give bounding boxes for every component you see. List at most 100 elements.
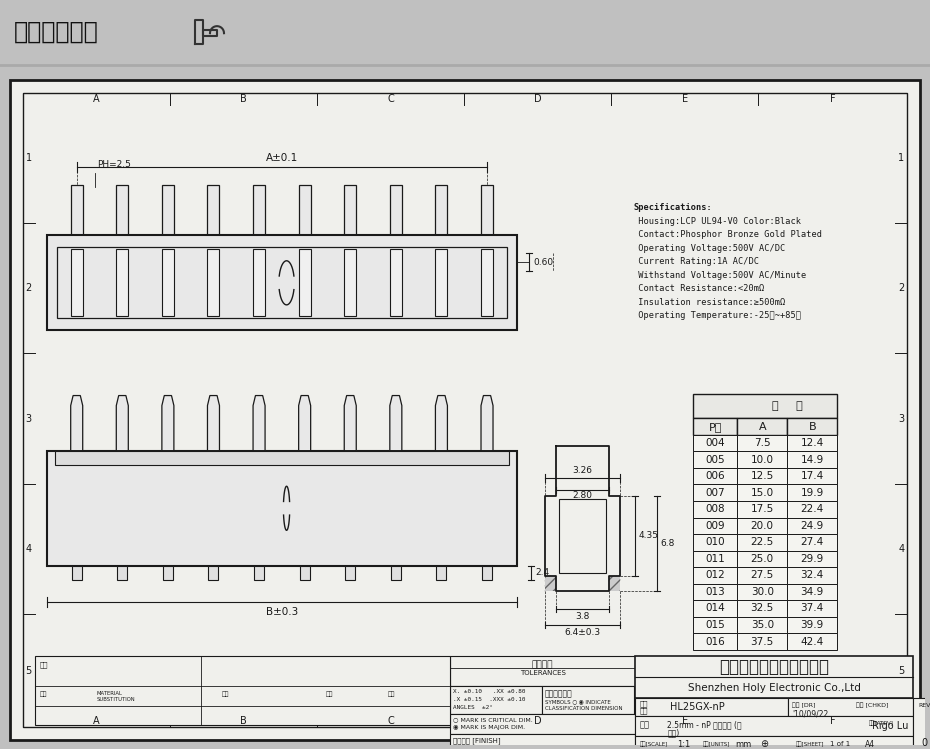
Text: X. ±0.10   .XX ±0.80: X. ±0.10 .XX ±0.80 (453, 689, 525, 694)
Bar (737, 452, 787, 468)
Text: A: A (758, 422, 766, 431)
Bar (435, 185, 447, 235)
Text: Specifications:: Specifications: (633, 203, 711, 212)
Bar (450, 686, 542, 715)
Bar (635, 698, 788, 716)
Bar (390, 249, 402, 316)
Text: B: B (240, 716, 246, 727)
Text: 日期: 日期 (388, 691, 395, 697)
Text: 5: 5 (25, 666, 32, 676)
Bar (207, 185, 219, 235)
Text: 32.5: 32.5 (751, 604, 774, 613)
Text: 27.4: 27.4 (801, 537, 824, 548)
Bar (737, 633, 787, 650)
Text: 4: 4 (898, 544, 904, 554)
Text: 015: 015 (705, 620, 725, 630)
Bar (737, 501, 787, 518)
Bar (788, 698, 913, 716)
Bar (693, 583, 737, 600)
Text: 42.4: 42.4 (801, 637, 824, 646)
Text: A±0.1: A±0.1 (266, 153, 298, 163)
Bar (787, 633, 837, 650)
Bar (162, 185, 174, 235)
Bar (693, 633, 737, 650)
Text: 011: 011 (705, 554, 725, 564)
Text: Operating Voltage:500V AC/DC: Operating Voltage:500V AC/DC (633, 243, 785, 252)
Polygon shape (116, 395, 128, 451)
Bar (737, 419, 787, 435)
Text: 单位[UNITS]: 单位[UNITS] (703, 742, 731, 747)
Bar (162, 249, 174, 316)
Text: 7.5: 7.5 (754, 438, 771, 448)
Text: B: B (240, 94, 246, 104)
Bar (635, 716, 913, 736)
Bar (693, 567, 737, 583)
Text: 012: 012 (705, 571, 725, 580)
Bar (207, 249, 219, 316)
Text: 32.4: 32.4 (801, 571, 824, 580)
Polygon shape (390, 395, 402, 451)
Text: 27.5: 27.5 (751, 571, 774, 580)
Text: 016: 016 (705, 637, 725, 646)
Text: 1: 1 (26, 153, 32, 163)
Polygon shape (481, 395, 493, 451)
Bar (737, 583, 787, 600)
Text: 1 of 1: 1 of 1 (830, 742, 851, 748)
Bar (693, 485, 737, 501)
Bar (391, 566, 401, 580)
Bar (693, 551, 737, 567)
Text: 数量[SHEET]: 数量[SHEET] (795, 742, 824, 747)
Bar (787, 583, 837, 600)
Text: 17.4: 17.4 (801, 471, 824, 481)
Text: A4: A4 (865, 740, 875, 749)
Bar (787, 551, 837, 567)
Text: 表面处理 [FINISH]: 表面处理 [FINISH] (453, 737, 500, 744)
Bar (787, 534, 837, 551)
Polygon shape (207, 395, 219, 451)
Bar (787, 518, 837, 534)
Text: 3.26: 3.26 (573, 466, 592, 475)
Text: 胶芯): 胶芯) (667, 728, 680, 737)
Text: 17.5: 17.5 (751, 504, 774, 515)
Bar (693, 452, 737, 468)
Bar (693, 435, 737, 452)
Bar (787, 485, 837, 501)
Text: C: C (387, 94, 393, 104)
Bar (116, 185, 128, 235)
Bar (737, 551, 787, 567)
Text: 2: 2 (898, 283, 905, 294)
Bar (253, 249, 265, 316)
Bar (545, 576, 556, 591)
Text: 008: 008 (705, 504, 725, 515)
Text: 3: 3 (26, 413, 32, 424)
Text: 在线图纸下载: 在线图纸下载 (14, 20, 99, 44)
Bar (116, 249, 128, 316)
Text: 2: 2 (25, 283, 32, 294)
Text: 检验尺寸标识: 检验尺寸标识 (545, 689, 573, 698)
Bar (737, 534, 787, 551)
Text: C: C (387, 716, 393, 727)
Bar (609, 576, 620, 591)
Text: 34.9: 34.9 (801, 587, 824, 597)
Text: A: A (93, 716, 100, 727)
Text: A: A (93, 94, 100, 104)
Bar (693, 468, 737, 485)
Text: Rigo Lu: Rigo Lu (872, 721, 909, 731)
Text: ⊕: ⊕ (760, 739, 768, 749)
Text: TOLERANCES: TOLERANCES (520, 670, 565, 676)
Text: 013: 013 (705, 587, 725, 597)
Text: 2.80: 2.80 (573, 491, 592, 500)
Bar (693, 518, 737, 534)
Bar (787, 452, 837, 468)
Text: Operating Temperature:-25℃~+85℃: Operating Temperature:-25℃~+85℃ (633, 312, 801, 321)
Text: 37.4: 37.4 (801, 604, 824, 613)
Bar (436, 566, 446, 580)
Bar (344, 249, 356, 316)
Bar (737, 567, 787, 583)
Bar (737, 600, 787, 616)
Text: 深圳市宏利电子有限公司: 深圳市宏利电子有限公司 (719, 658, 830, 676)
Text: CLASSIFICATION DIMENSION: CLASSIFICATION DIMENSION (545, 706, 623, 712)
Bar (34, 656, 450, 725)
Bar (72, 566, 82, 580)
Text: Shenzhen Holy Electronic Co.,Ltd: Shenzhen Holy Electronic Co.,Ltd (688, 683, 860, 693)
